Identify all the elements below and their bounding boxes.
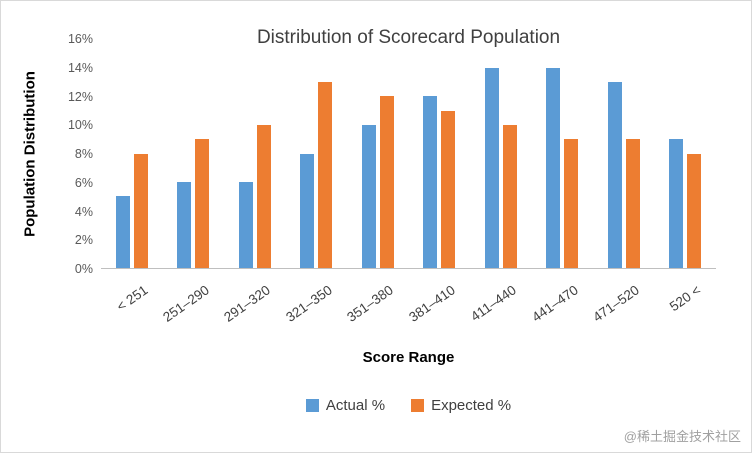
x-tick-label: 471–520: [590, 282, 643, 325]
y-tick-label: 0%: [74, 262, 93, 276]
legend: Actual % Expected %: [101, 397, 716, 414]
x-tick-label: 381–410: [405, 282, 458, 325]
y-tick-label: 10%: [67, 118, 93, 133]
bar-expected: [564, 139, 579, 268]
y-tick-label: 12%: [67, 89, 93, 104]
x-tick-cell: 520 <: [655, 272, 717, 344]
bar-group: [655, 39, 717, 268]
x-tick-label: 520 <: [666, 282, 704, 315]
x-tick-label: 321–350: [282, 282, 335, 325]
bar-groups: [101, 39, 716, 268]
x-tick-label: 411–440: [468, 282, 520, 325]
x-tick-label: 291–320: [221, 282, 274, 325]
legend-swatch-actual: [305, 399, 319, 412]
bar-group: [101, 39, 163, 268]
bar-expected: [256, 124, 271, 268]
bar-expected: [502, 124, 517, 268]
bar-expected: [133, 153, 148, 268]
bar-actual: [361, 124, 376, 268]
bar-group: [532, 39, 594, 268]
bar-actual: [546, 67, 561, 268]
watermark-text: @稀土掘金技术社区: [623, 429, 741, 444]
bar-expected: [379, 96, 394, 268]
legend-label: Actual %: [325, 397, 386, 414]
x-tick-cell: 441–470: [528, 272, 594, 344]
bar-group: [163, 39, 225, 268]
bar-group: [224, 39, 286, 268]
x-tick-cell: 471–520: [590, 272, 655, 344]
chart-title: Distribution of Scorecard Population: [256, 27, 561, 48]
x-tick-cell: 351–380: [344, 272, 409, 344]
bar-group: [593, 39, 655, 268]
bar-expected: [318, 81, 333, 268]
bar-actual: [177, 182, 192, 268]
x-tick-cell: 411–440: [468, 272, 532, 344]
bar-expected: [441, 110, 456, 268]
bar-actual: [669, 139, 684, 268]
x-tick-cell: 251–290: [159, 272, 225, 344]
y-tick-label: 2%: [74, 233, 93, 248]
y-axis-tick-labels: 16% 14% 12% 10% 8% 6% 4% 2% 0%: [41, 32, 93, 276]
y-axis-title: Population Distribution: [21, 71, 39, 237]
bar-actual: [607, 81, 622, 268]
y-tick-label: 4%: [74, 204, 93, 219]
x-tick-cell: < 251: [101, 272, 163, 344]
legend-swatch-expected: [411, 399, 425, 412]
bar-actual: [300, 153, 315, 268]
bar-actual: [484, 67, 499, 268]
y-tick-label: 16%: [67, 32, 93, 46]
x-axis-title: Score Range: [362, 349, 455, 366]
x-tick-cell: 381–410: [405, 272, 471, 344]
bar-expected: [195, 139, 210, 268]
x-tick-cell: 291–320: [221, 272, 286, 344]
legend-label: Expected %: [431, 397, 512, 414]
y-tick-label: 14%: [67, 60, 93, 75]
x-tick-label: < 251: [113, 282, 151, 315]
x-tick-label: 251–290: [159, 282, 212, 325]
bar-actual: [115, 196, 130, 268]
y-tick-label: 8%: [74, 147, 93, 161]
legend-item-expected: Expected %: [411, 397, 511, 414]
plot-area: [101, 39, 716, 269]
y-tick-label: 6%: [74, 175, 93, 190]
bar-expected: [625, 139, 640, 268]
bar-group: [286, 39, 348, 268]
bar-actual: [423, 96, 438, 268]
legend-item-actual: Actual %: [305, 397, 386, 414]
x-axis-tick-labels: < 251 251–290 291–320 321–350 351–380 381–410…: [101, 272, 716, 344]
x-tick-label: 351–380: [344, 282, 397, 325]
x-tick-cell: 321–350: [282, 272, 348, 344]
bar-actual: [238, 182, 253, 268]
bar-expected: [687, 153, 702, 268]
bar-group: [409, 39, 471, 268]
x-tick-label: 441–470: [528, 282, 581, 325]
bar-group: [347, 39, 409, 268]
bar-group: [470, 39, 532, 268]
